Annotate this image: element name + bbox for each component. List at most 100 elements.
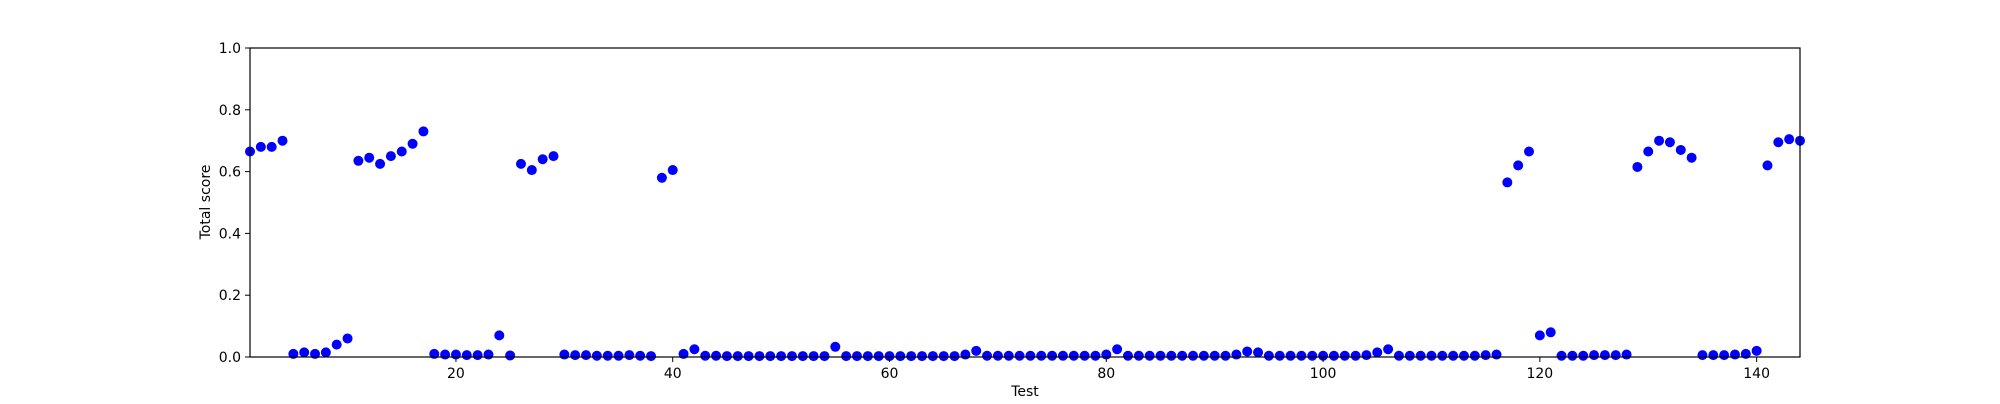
data-point — [949, 351, 960, 362]
data-point — [1448, 350, 1459, 361]
data-point — [559, 349, 570, 360]
data-point — [570, 350, 581, 361]
data-point — [1534, 330, 1545, 341]
data-point — [1209, 350, 1220, 361]
data-point — [1599, 350, 1610, 361]
data-point — [494, 330, 505, 341]
data-point — [830, 341, 841, 352]
data-point — [1686, 152, 1697, 163]
data-point — [1643, 146, 1654, 157]
data-point — [862, 351, 873, 362]
data-point — [1545, 327, 1556, 338]
y-tick-label: 0.6 — [219, 165, 241, 181]
data-point — [1708, 350, 1719, 361]
data-point — [992, 350, 1003, 361]
data-point — [884, 351, 895, 362]
data-point — [1014, 350, 1025, 361]
data-point — [1231, 349, 1242, 360]
data-point — [873, 351, 884, 362]
data-point — [1079, 350, 1090, 361]
data-point — [1729, 349, 1740, 360]
data-point — [1762, 160, 1773, 171]
x-tick-label: 40 — [664, 366, 682, 382]
data-point — [635, 350, 646, 361]
data-point — [1253, 347, 1264, 358]
data-point — [1502, 177, 1513, 188]
x-axis-label: Test — [1010, 384, 1039, 400]
data-point — [906, 351, 917, 362]
data-point — [418, 126, 429, 137]
data-point — [1556, 350, 1567, 361]
data-point — [1480, 350, 1491, 361]
data-point — [656, 172, 667, 183]
data-point — [711, 350, 722, 361]
data-point — [1404, 350, 1415, 361]
data-point — [483, 349, 494, 360]
data-point — [1383, 344, 1394, 355]
data-point — [548, 151, 559, 162]
data-point — [1112, 344, 1123, 355]
data-point — [1047, 350, 1058, 361]
data-point — [808, 351, 819, 362]
data-point — [841, 351, 852, 362]
data-point — [375, 158, 386, 169]
data-point — [938, 351, 949, 362]
data-point — [743, 351, 754, 362]
data-point — [1296, 350, 1307, 361]
data-point — [385, 151, 396, 162]
data-point — [1144, 350, 1155, 361]
data-point — [1578, 350, 1589, 361]
y-tick-label: 0.0 — [219, 350, 241, 366]
data-point — [819, 351, 830, 362]
data-point — [754, 351, 765, 362]
data-point — [1589, 350, 1600, 361]
data-point — [1263, 350, 1274, 361]
y-axis-ticks: 0.0 0.2 0.4 0.6 0.8 1.0 — [219, 41, 250, 366]
data-point — [1350, 350, 1361, 361]
data-point — [1751, 345, 1762, 356]
data-point — [299, 347, 310, 358]
data-point — [667, 165, 678, 176]
data-point — [1621, 349, 1632, 360]
data-point — [982, 350, 993, 361]
x-tick-label: 80 — [1097, 366, 1115, 382]
data-point — [1122, 350, 1133, 361]
y-axis-label: Total score — [198, 165, 214, 241]
data-point — [266, 141, 277, 152]
data-point — [591, 350, 602, 361]
data-point — [765, 351, 776, 362]
data-point — [1524, 146, 1535, 157]
data-point — [971, 345, 982, 356]
data-point — [1220, 350, 1231, 361]
data-point — [1133, 350, 1144, 361]
data-point — [1068, 350, 1079, 361]
data-point — [1426, 350, 1437, 361]
data-point — [1784, 134, 1795, 145]
data-point — [1437, 350, 1448, 361]
data-points-layer — [245, 126, 1805, 362]
x-tick-label: 60 — [881, 366, 899, 382]
data-point — [1361, 350, 1372, 361]
data-point — [1328, 350, 1339, 361]
data-point — [353, 155, 364, 166]
data-point — [1415, 350, 1426, 361]
x-tick-label: 20 — [447, 366, 465, 382]
data-point — [1393, 350, 1404, 361]
data-point — [917, 351, 928, 362]
data-point — [927, 351, 938, 362]
data-point — [786, 351, 797, 362]
data-point — [689, 344, 700, 355]
data-point — [732, 351, 743, 362]
data-point — [1155, 350, 1166, 361]
data-point — [624, 350, 635, 361]
data-point — [1274, 350, 1285, 361]
data-point — [320, 347, 331, 358]
data-point — [1339, 350, 1350, 361]
data-point — [407, 138, 418, 149]
data-point — [277, 135, 288, 146]
data-point — [1025, 350, 1036, 361]
data-point — [461, 350, 472, 361]
data-point — [255, 141, 266, 152]
data-point — [1773, 137, 1784, 148]
